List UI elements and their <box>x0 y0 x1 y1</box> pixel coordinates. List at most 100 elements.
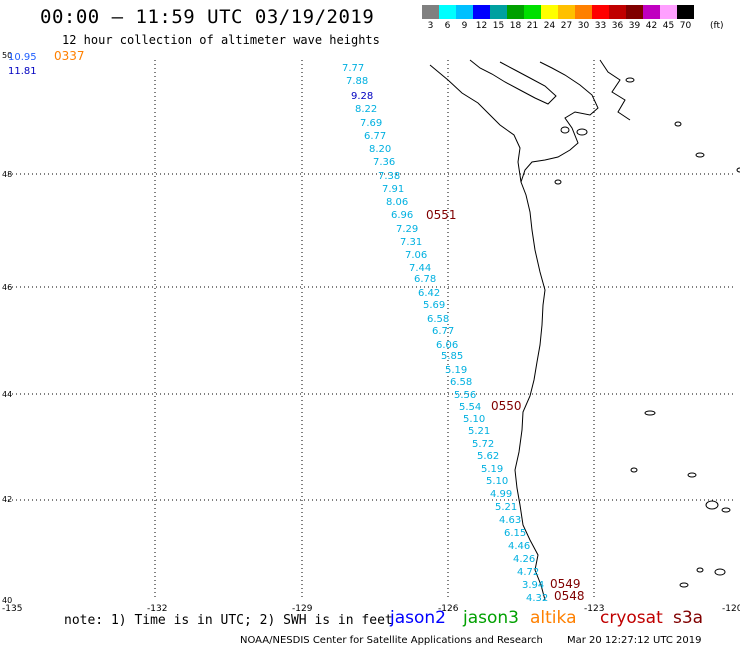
mainland-bc-coast <box>599 59 631 121</box>
lon-label: -132 <box>147 604 167 614</box>
sat-label-cryosat: cryosat <box>600 608 663 628</box>
legend-label: 30 <box>577 21 590 31</box>
wave-height-label: 6.58 <box>450 377 472 388</box>
wave-height-label: 5.72 <box>472 439 494 450</box>
lake-outline <box>695 152 705 158</box>
wave-height-label: 6.58 <box>427 314 449 325</box>
legend-label: 70 <box>679 21 692 31</box>
pass-time-label: 0551 <box>426 208 457 222</box>
wave-height-label: 5.19 <box>445 365 467 376</box>
coastline <box>429 59 740 601</box>
lake-outline <box>687 472 697 478</box>
lake-outline <box>644 410 656 416</box>
wave-height-label: 6.77 <box>432 326 454 337</box>
lake-outline <box>554 179 562 185</box>
legend-label: 6 <box>444 21 451 31</box>
wave-height-label: 4.32 <box>526 593 548 604</box>
wave-height-label: 5.85 <box>441 351 463 362</box>
legend-label: 15 <box>492 21 505 31</box>
axis-labels: -135 -132 -129 -126 -123 -120 50 48 46 44 42 40 <box>2 51 740 614</box>
lake-outline <box>679 582 689 588</box>
lake-outline <box>576 128 588 136</box>
wave-height-label: 6.78 <box>414 274 436 285</box>
wave-height-label: 5.62 <box>477 451 499 462</box>
wave-height-label: 7.29 <box>396 224 418 235</box>
wave-height-label: 6.06 <box>436 340 458 351</box>
legend-label: 27 <box>560 21 573 31</box>
legend-label: 45 <box>662 21 675 31</box>
footer-note: note: 1) Time is in UTC; 2) SWH is in fe… <box>64 613 393 628</box>
wave-height-label: 5.10 <box>486 476 508 487</box>
wave-height-label: 5.21 <box>468 426 490 437</box>
wave-height-label: 6.77 <box>364 131 386 142</box>
wave-height-label: 3.94 <box>522 580 544 591</box>
page-subtitle: 12 hour collection of altimeter wave hei… <box>62 33 380 47</box>
lake-outline <box>705 500 719 510</box>
wave-height-label: 5.54 <box>459 402 481 413</box>
wave-height-label: 6.96 <box>391 210 413 221</box>
wave-height-label: 4.63 <box>499 515 521 526</box>
lat-label: 50 <box>2 51 12 60</box>
wave-height-label: 5.69 <box>423 300 445 311</box>
vancouver-island <box>469 59 557 105</box>
lake-outline <box>674 121 682 127</box>
wave-height-label: 5.21 <box>495 502 517 513</box>
wave-height-label: 5.10 <box>463 414 485 425</box>
legend-swatch <box>677 5 694 19</box>
sat-label-jason3: jason3 <box>463 608 519 628</box>
legend-swatch <box>507 5 524 19</box>
lake-outline <box>630 467 638 473</box>
lake-outline <box>714 568 726 576</box>
wave-height-label: 4.72 <box>517 567 539 578</box>
wave-height-label: 7.38 <box>378 171 400 182</box>
wave-height-label: 6.15 <box>504 528 526 539</box>
wave-height-label: 8.22 <box>355 104 377 115</box>
wave-height-label: 7.44 <box>409 263 431 274</box>
wave-height-label: 7.88 <box>346 76 368 87</box>
legend-swatch <box>660 5 677 19</box>
lat-label: 48 <box>2 170 12 179</box>
legend-label: 39 <box>628 21 641 31</box>
legend-swatch <box>439 5 456 19</box>
legend-swatch <box>473 5 490 19</box>
lat-label: 42 <box>2 495 12 504</box>
wave-height-label: 8.20 <box>369 144 391 155</box>
wave-height-label: 7.69 <box>360 118 382 129</box>
wave-height-label: 7.77 <box>342 63 364 74</box>
wave-track-labels: 7.77 7.88 9.28 8.22 7.69 6.77 8.20 7.36 7.38 7.91… <box>8 49 585 604</box>
sat-label-altika: altika <box>530 608 577 628</box>
legend-label: 9 <box>461 21 468 31</box>
sat-label-s3a: s3a <box>673 608 704 628</box>
legend-swatch <box>456 5 473 19</box>
sat-label-jason2: jason2 <box>390 608 446 628</box>
legend-swatch <box>524 5 541 19</box>
legend-swatch <box>422 5 439 19</box>
legend-label: 42 <box>645 21 658 31</box>
lake-outline <box>736 167 740 173</box>
lat-label: 40 <box>2 596 12 605</box>
wave-height-label: 4.46 <box>508 541 530 552</box>
lat-label: 46 <box>2 283 12 292</box>
lon-label: -135 <box>2 604 22 614</box>
wave-height-label: 7.06 <box>405 250 427 261</box>
footer-credit: NOAA/NESDIS Center for Satellite Applica… <box>240 635 543 646</box>
legend-swatch <box>541 5 558 19</box>
legend-label: 36 <box>611 21 624 31</box>
pacific-coastline <box>429 64 546 601</box>
lat-label: 44 <box>2 390 12 399</box>
lon-label: -123 <box>584 604 604 614</box>
wave-height-label: 7.31 <box>400 237 422 248</box>
color-legend <box>422 5 694 19</box>
legend-label: 12 <box>475 21 488 31</box>
pass-time-label: 0550 <box>491 399 522 413</box>
wave-height-label: 4.99 <box>490 489 512 500</box>
legend-label: 18 <box>509 21 522 31</box>
legend-swatch <box>643 5 660 19</box>
wave-height-label: 5.19 <box>481 464 503 475</box>
wave-height-label: 6.42 <box>418 288 440 299</box>
corner-time-label: 0337 <box>54 49 85 63</box>
lon-label: -129 <box>292 604 313 614</box>
corner-wave-value: 11.81 <box>8 66 37 77</box>
wave-height-label: 7.36 <box>373 157 395 168</box>
